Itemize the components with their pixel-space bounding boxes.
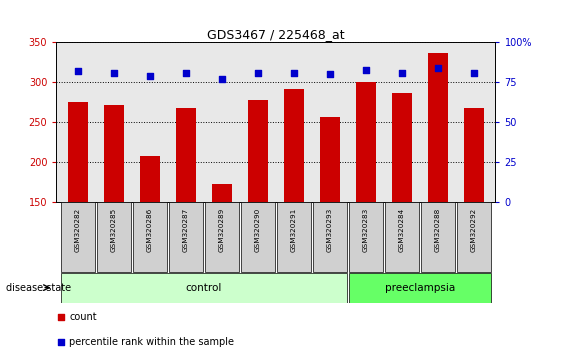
Bar (133, 202, 167, 272)
Bar (140, 156, 160, 202)
Text: disease state: disease state (6, 282, 71, 293)
Point (145, 73, 154, 79)
Point (311, 24, 320, 29)
Bar (392, 93, 412, 202)
Text: GSM320293: GSM320293 (327, 207, 333, 252)
Bar (240, 202, 275, 272)
Bar (204, 202, 239, 272)
Point (289, 70, 298, 76)
Point (397, 70, 406, 76)
Text: GSM320291: GSM320291 (291, 207, 297, 252)
Bar (421, 202, 455, 272)
Point (109, 70, 118, 76)
Bar (284, 89, 304, 202)
Bar (348, 202, 383, 272)
Text: GSM320284: GSM320284 (399, 207, 405, 252)
Bar (68, 102, 88, 202)
Point (181, 70, 190, 76)
Point (217, 76, 226, 82)
Text: GSM320282: GSM320282 (75, 207, 81, 252)
Text: GSM320283: GSM320283 (363, 207, 369, 252)
Bar (104, 105, 124, 202)
Point (253, 70, 262, 76)
Bar (61, 202, 95, 272)
Bar (248, 100, 268, 202)
Text: control: control (186, 282, 222, 293)
Point (73, 68, 82, 74)
Text: GSM320286: GSM320286 (147, 207, 153, 252)
Bar (385, 202, 419, 272)
Bar (61, 273, 347, 303)
Point (434, 65, 443, 71)
Point (361, 67, 370, 73)
Text: preeclampsia: preeclampsia (385, 282, 455, 293)
Text: GSM320287: GSM320287 (183, 207, 189, 252)
Bar (428, 53, 448, 202)
Bar (97, 202, 131, 272)
Text: GSM320292: GSM320292 (471, 207, 477, 252)
Bar (212, 184, 232, 202)
Text: GSM320289: GSM320289 (219, 207, 225, 252)
Text: count: count (69, 312, 97, 322)
Title: GDS3467 / 225468_at: GDS3467 / 225468_at (207, 28, 345, 41)
Text: GSM320290: GSM320290 (255, 207, 261, 252)
Bar (312, 202, 347, 272)
Bar (276, 202, 311, 272)
Bar (320, 116, 339, 202)
Point (311, 245, 320, 251)
Bar (348, 273, 491, 303)
Text: GSM320288: GSM320288 (435, 207, 441, 252)
Point (470, 70, 479, 76)
Text: GSM320285: GSM320285 (111, 207, 117, 252)
Bar (457, 202, 491, 272)
Bar (356, 81, 376, 202)
Bar (176, 108, 196, 202)
Point (325, 72, 334, 77)
Text: percentile rank within the sample: percentile rank within the sample (69, 337, 234, 347)
Bar (464, 108, 484, 202)
Bar (168, 202, 203, 272)
